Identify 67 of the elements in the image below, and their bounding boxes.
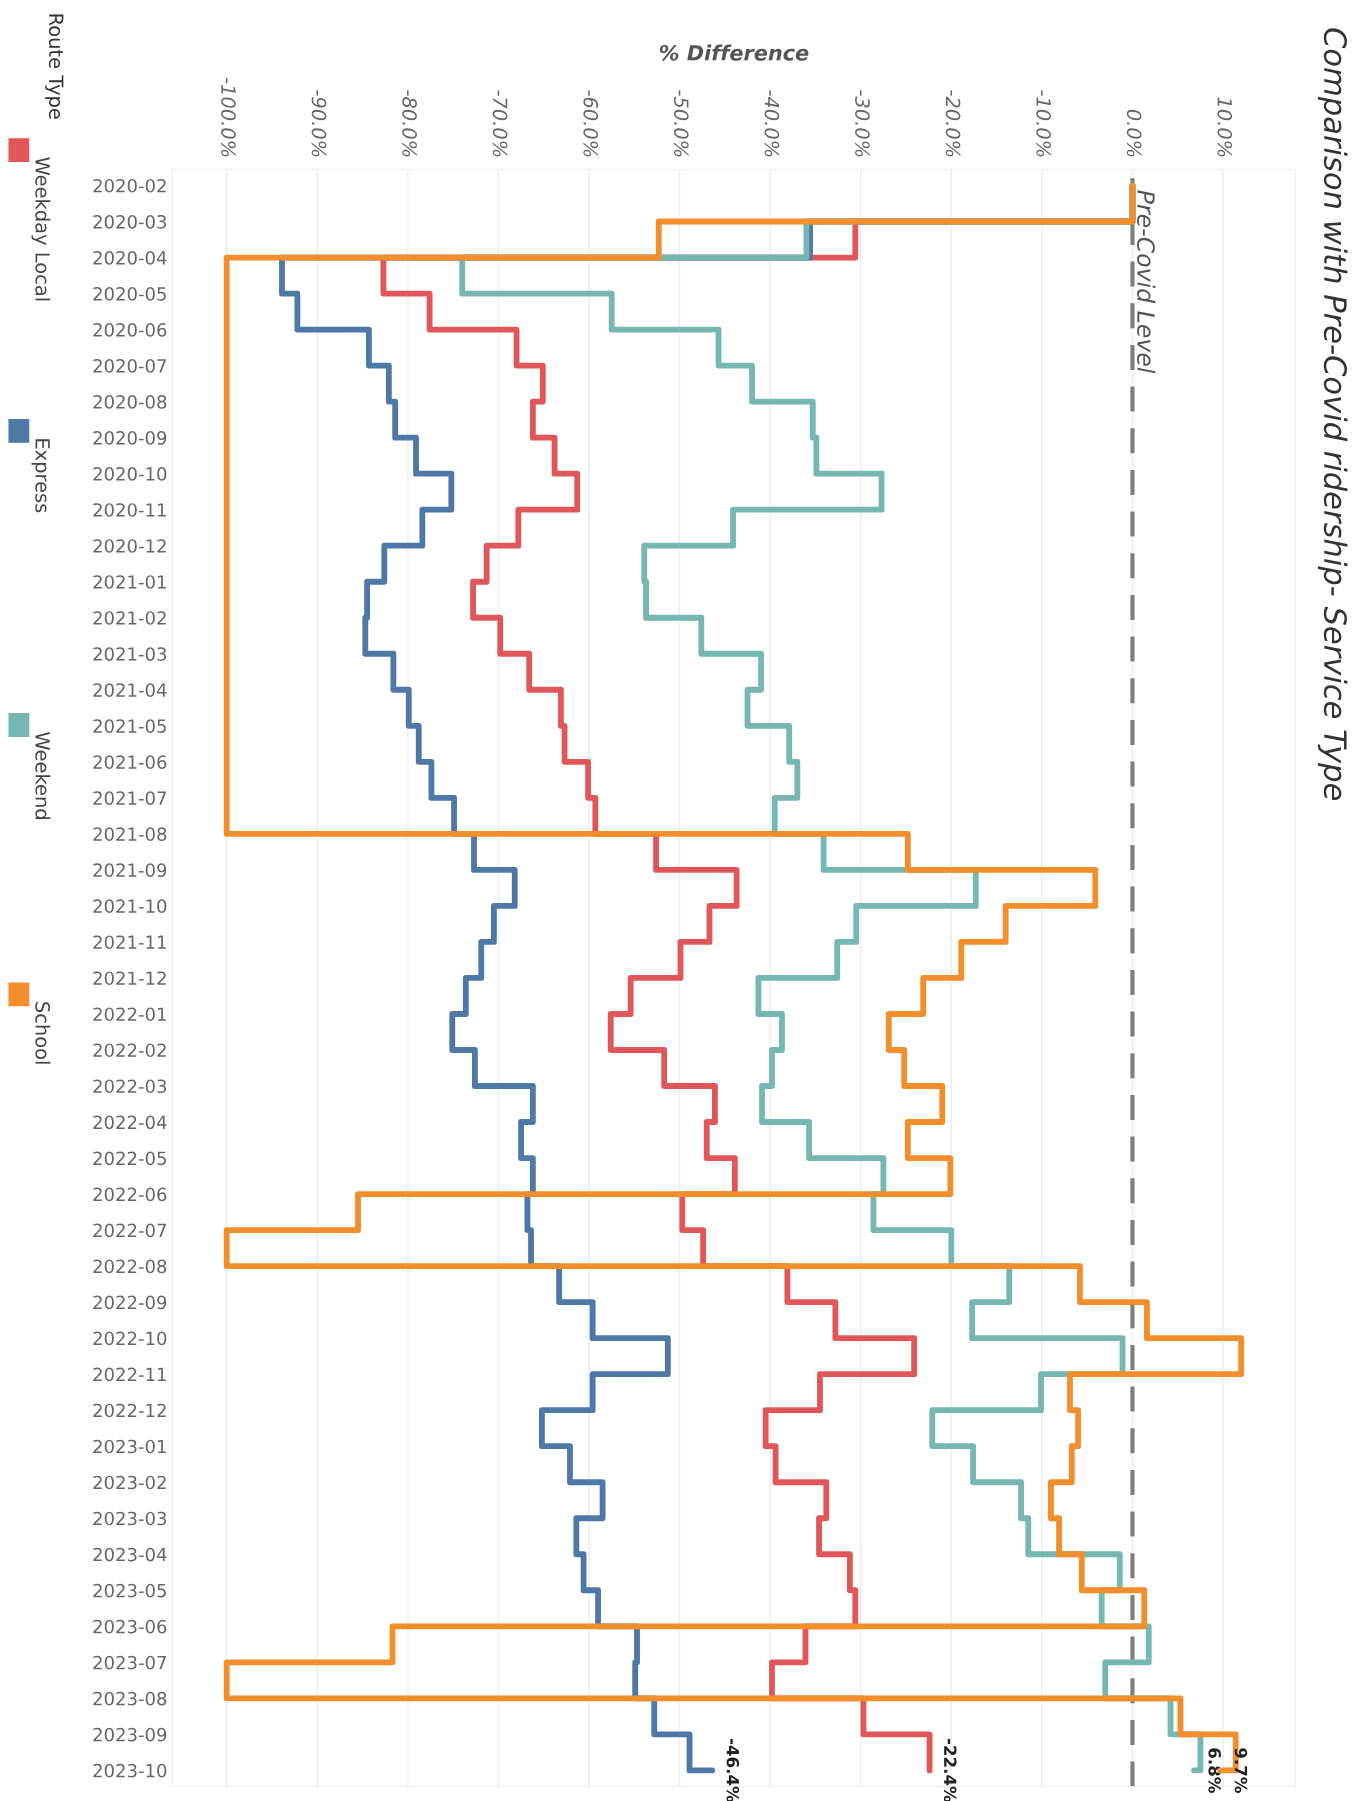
y-tick-label: 2022-11 [93, 1367, 166, 1382]
y-tick-label: 2021-12 [93, 971, 166, 986]
y-tick-label: 2022-08 [93, 1259, 167, 1274]
x-axis-title: % Difference [659, 44, 809, 61]
y-tick-label: 2021-06 [93, 755, 167, 769]
y-tick-label: 2020-05 [93, 287, 166, 301]
y-tick-label: 2023-02 [93, 1475, 166, 1490]
y-tick-label: 2021-11 [93, 935, 166, 950]
legend-label: Weekday Local [31, 157, 51, 301]
y-tick-label: 2022-05 [93, 1151, 166, 1166]
x-tick-label: -100.0% [221, 77, 236, 157]
y-tick-label: 2021-07 [93, 791, 166, 805]
y-tick-label: 2022-02 [93, 1043, 166, 1058]
y-tick-label: 2020-09 [93, 431, 167, 445]
legend-label: Express [31, 439, 50, 513]
y-tick-label: 2020-11 [93, 503, 166, 517]
x-tick-label: -60.0% [583, 90, 599, 157]
legend-label: School [35, 1002, 51, 1064]
y-tick-label: 2020-04 [93, 251, 167, 265]
y-tick-label: 2021-10 [93, 899, 167, 914]
x-tick-label: -20.0% [945, 90, 961, 157]
y-tick-label: 2021-03 [93, 647, 167, 661]
y-tick-label: 2023-08 [93, 1691, 167, 1706]
y-tick-label: 2022-07 [93, 1223, 166, 1238]
y-tick-label: 2022-12 [93, 1403, 166, 1418]
y-tick-label: 2023-03 [93, 1511, 167, 1526]
y-tick-label: 2020-12 [93, 539, 166, 553]
y-tick-label: 2020-07 [93, 359, 166, 373]
x-tick-label: -80.0% [402, 90, 417, 157]
x-tick-label: -40.0% [764, 90, 780, 157]
y-tick-label: 2021-01 [93, 575, 166, 589]
y-tick-label: 2020-10 [93, 467, 167, 481]
y-tick-label: 2020-02 [93, 178, 166, 193]
y-tick-label: 2023-01 [93, 1439, 166, 1454]
y-tick-label: 2023-05 [93, 1583, 166, 1598]
y-tick-label: 2022-06 [93, 1187, 167, 1202]
y-tick-label: 2023-10 [93, 1763, 167, 1778]
x-tick-label: -90.0% [311, 90, 327, 157]
y-tick-label: 2020-08 [93, 395, 167, 409]
data-label: 6.8% [1208, 1748, 1221, 1793]
y-tick-label: 2022-03 [93, 1079, 167, 1094]
y-tick-label: 2022-01 [93, 1007, 166, 1022]
y-tick-label: 2021-08 [93, 827, 167, 841]
y-tick-label: 2023-07 [93, 1655, 166, 1670]
y-tick-label: 2022-04 [93, 1115, 167, 1130]
y-tick-label: 2022-09 [93, 1295, 167, 1310]
data-label: 9.7% [1234, 1748, 1248, 1793]
y-tick-label: 2021-05 [93, 719, 166, 733]
y-tick-label: 2023-06 [93, 1619, 167, 1634]
x-tick-label: -30.0% [855, 90, 870, 157]
x-tick-label: -10.0% [1036, 90, 1051, 157]
legend-label: Weekend [35, 732, 51, 819]
x-tick-label: -50.0% [673, 90, 689, 157]
ref-line-label: Pre-Covid Level [1137, 190, 1156, 374]
x-tick-label: -70.0% [492, 90, 508, 157]
legend-title: Route Type [45, 14, 64, 119]
text: Comparison with Pre-Covid ridership- Service Type [1317, 28, 1348, 800]
y-tick-label: 2020-06 [93, 323, 167, 337]
y-tick-label: 2021-02 [93, 611, 166, 625]
x-tick-label: 10.0% [1217, 97, 1233, 157]
y-tick-label: 2021-09 [93, 863, 167, 877]
y-tick-label: 2022-10 [93, 1331, 167, 1346]
y-tick-label: 2023-04 [93, 1547, 167, 1562]
y-tick-label: 2023-09 [93, 1727, 167, 1742]
y-tick-label: 2021-04 [93, 683, 167, 697]
x-tick-label: 0.0% [1126, 109, 1142, 157]
y-tick-label: 2020-03 [93, 214, 167, 229]
